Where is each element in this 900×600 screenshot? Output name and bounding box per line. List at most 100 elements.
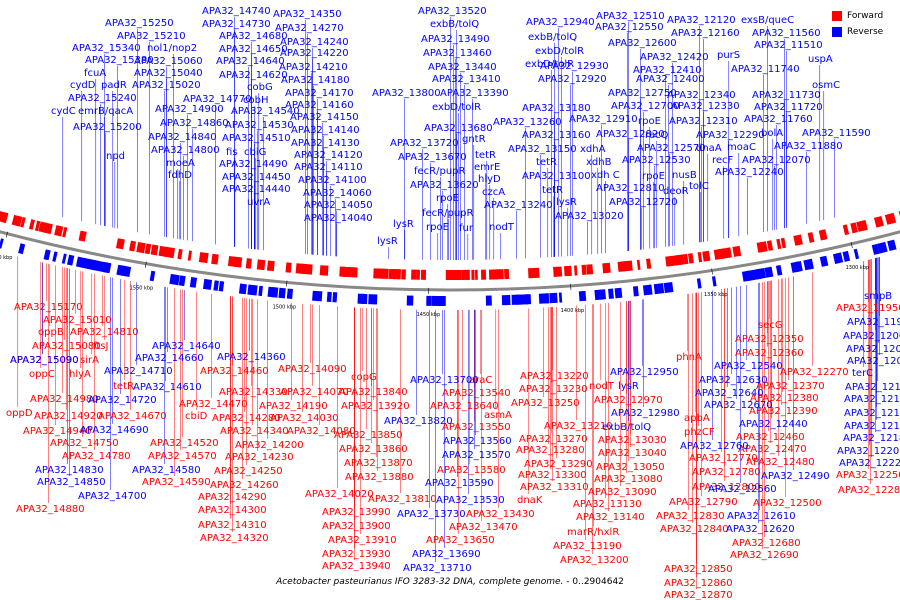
forward-gene-label: APA32_13290 xyxy=(524,459,593,470)
forward-gene-label: APA32_13040 xyxy=(598,448,667,459)
reverse-gene-label: APA32_13570 xyxy=(442,450,511,461)
reverse-gene xyxy=(258,285,263,297)
legend-forward: Forward xyxy=(832,8,896,24)
reverse-gene xyxy=(202,278,213,290)
forward-gene xyxy=(620,260,629,272)
forward-gene-label: APA32_14590 xyxy=(142,477,211,488)
reverse-gene-label: APA32_14740 xyxy=(202,6,271,17)
reverse-gene-label: APA32_14690 xyxy=(80,425,149,436)
reverse-gene-label: fcuA xyxy=(84,68,106,79)
reverse-gene-label: purS xyxy=(717,50,740,61)
forward-gene xyxy=(850,222,858,234)
forward-gene xyxy=(532,267,540,279)
reverse-gene xyxy=(642,284,653,296)
reverse-gene xyxy=(436,295,443,306)
reverse-gene-label: APA32_15340 xyxy=(72,43,141,54)
reverse-gene-label: fur xyxy=(459,223,474,234)
reverse-gene-label: tolC xyxy=(689,181,709,192)
forward-gene xyxy=(574,265,578,276)
legend-forward-label: Forward xyxy=(847,11,884,21)
forward-gene xyxy=(581,264,587,276)
reverse-gene xyxy=(549,292,558,304)
forward-gene-label: APA32_14670 xyxy=(98,411,167,422)
reverse-gene-label: APA32_14270 xyxy=(275,23,344,34)
reverse-gene-label: APA32_14700 xyxy=(78,491,147,502)
forward-gene xyxy=(697,251,703,263)
forward-gene-label: APA32_13050 xyxy=(596,462,665,473)
reverse-gene-label: APA32_15060 xyxy=(134,56,203,67)
forward-gene xyxy=(2,212,9,224)
forward-gene-label: asmA xyxy=(484,410,512,421)
reverse-gene xyxy=(658,283,665,294)
reverse-gene-label: exbD/tolR xyxy=(535,46,584,57)
reverse-gene-label: APA32_14660 xyxy=(135,353,204,364)
reverse-gene-label: APA32_13460 xyxy=(423,48,492,59)
forward-gene xyxy=(471,269,475,280)
reverse-gene-label: APA32_14900 xyxy=(155,104,224,115)
reverse-gene-label: APA32_12910 xyxy=(569,114,638,125)
forward-gene-label: APA32_12690 xyxy=(730,550,799,561)
forward-gene xyxy=(411,269,417,280)
forward-gene-label: APA32_14310 xyxy=(198,520,267,531)
forward-gene-label: APA32_14300 xyxy=(198,505,267,516)
forward-gene-label: APA32_13220 xyxy=(520,371,589,382)
forward-gene xyxy=(256,259,266,271)
forward-gene-label: APA32_12830 xyxy=(656,511,725,522)
reverse-gene-label: APA32_14060 xyxy=(303,188,372,199)
reverse-gene-label: APA32_11560 xyxy=(752,28,821,39)
legend-reverse-label: Reverse xyxy=(847,27,884,37)
reverse-gene-label: APA32_12200 xyxy=(837,446,900,457)
reverse-gene xyxy=(525,294,532,305)
reverse-gene-label: rpoE xyxy=(642,171,665,182)
reverse-gene-label: APA32_14770 xyxy=(183,94,252,105)
gene-features xyxy=(0,211,900,306)
reverse-gene-label: cydC xyxy=(51,106,76,117)
reverse-gene xyxy=(361,293,365,304)
reverse-gene-label: APA32_12400 xyxy=(636,74,705,85)
forward-gene-label: APA32_12380 xyxy=(750,393,819,404)
forward-gene-label: APA32_13250 xyxy=(511,398,580,409)
forward-gene-label: APA32_14250 xyxy=(214,466,283,477)
reverse-gene-label: APA32_13020 xyxy=(555,211,624,222)
reverse-gene xyxy=(278,287,286,299)
forward-gene-label: tetR xyxy=(113,381,134,392)
forward-gene-label: APA32_14090 xyxy=(278,364,347,375)
reverse-gene xyxy=(853,248,860,260)
genome-backbone-arc xyxy=(0,230,900,292)
reverse-gene-label: APA32_12330 xyxy=(671,101,740,112)
reverse-gene-label: APA32_15020 xyxy=(132,80,201,91)
reverse-gene-label: cydD xyxy=(70,80,96,91)
reverse-gene-label: APA32_14530 xyxy=(225,120,294,131)
forward-gene-label: APA32_12850 xyxy=(664,564,733,575)
reverse-gene-label: APA32_12220 xyxy=(839,458,900,469)
forward-gene xyxy=(732,245,742,257)
reverse-gene xyxy=(608,288,614,299)
forward-gene-label: APA32_13880 xyxy=(345,472,414,483)
forward-gene-label: dnaK xyxy=(517,495,543,506)
reverse-gene-label: APA32_12120 xyxy=(667,15,736,26)
reverse-gene-label: APA32_11980 xyxy=(847,317,900,328)
forward-gene-label: APA32_13990 xyxy=(322,507,391,518)
reverse-gene-label: APA32_12820 xyxy=(596,129,665,140)
reverse-gene-label: APA32_15090 xyxy=(10,355,79,366)
reverse-gene-label: APA32_14160 xyxy=(285,100,354,111)
reverse-gene-label: APA32_11880 xyxy=(774,141,843,152)
reverse-gene-label: APA32_14650 xyxy=(219,44,288,55)
forward-gene xyxy=(678,254,685,265)
forward-gene-label: APA32_12800 xyxy=(692,482,761,493)
reverse-gene-label: APA32_13590 xyxy=(425,478,494,489)
tick-label: 1600 kbp xyxy=(0,255,12,261)
forward-gene-label: APA32_14520 xyxy=(150,438,219,449)
forward-gene-label: APA32_12270 xyxy=(780,367,849,378)
forward-gene-label: APA32_13270 xyxy=(519,434,588,445)
reverse-gene-label: APA32_12810 xyxy=(596,183,665,194)
reverse-gene xyxy=(238,283,247,295)
reverse-gene-label: lysR xyxy=(377,236,398,247)
legend: Forward Reverse xyxy=(832,8,896,40)
reverse-gene-label: nodT xyxy=(489,222,515,233)
forward-gene-label: APA32_12250 xyxy=(836,470,900,481)
forward-gene xyxy=(566,265,572,277)
forward-gene-label: APA32_11950 xyxy=(836,303,900,314)
forward-gene-label: APA32_15090 xyxy=(10,355,79,366)
forward-gene-label: APA32_14030 xyxy=(270,413,339,424)
